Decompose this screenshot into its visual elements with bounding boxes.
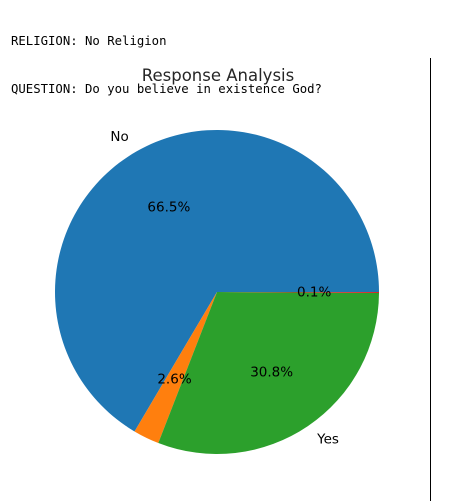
cell-output-text: RELIGION: No Religion QUESTION: Do you b… [11, 1, 322, 113]
pie-slice-no [54, 130, 379, 432]
category-label-yes: Yes [316, 431, 339, 447]
pie-labels: 66.5% No 2.6% 30.8% Yes 0.1% [110, 129, 339, 447]
pie-slice-slice-3 [217, 292, 379, 294]
percent-label-slice-1: 2.6% [157, 371, 191, 387]
pie-slice-slice-1 [134, 292, 217, 443]
percent-label-no: 66.5% [147, 200, 190, 216]
percent-label-slice-3: 0.1% [297, 284, 331, 300]
percent-label-yes: 30.8% [250, 364, 293, 380]
religion-line: RELIGION: No Religion [11, 34, 167, 48]
chart-title: Response Analysis [142, 66, 294, 85]
question-line: QUESTION: Do you believe in existence Go… [11, 82, 322, 96]
pie-slice-yes [158, 292, 379, 454]
pie-slices [54, 130, 379, 454]
category-label-no: No [110, 129, 128, 145]
